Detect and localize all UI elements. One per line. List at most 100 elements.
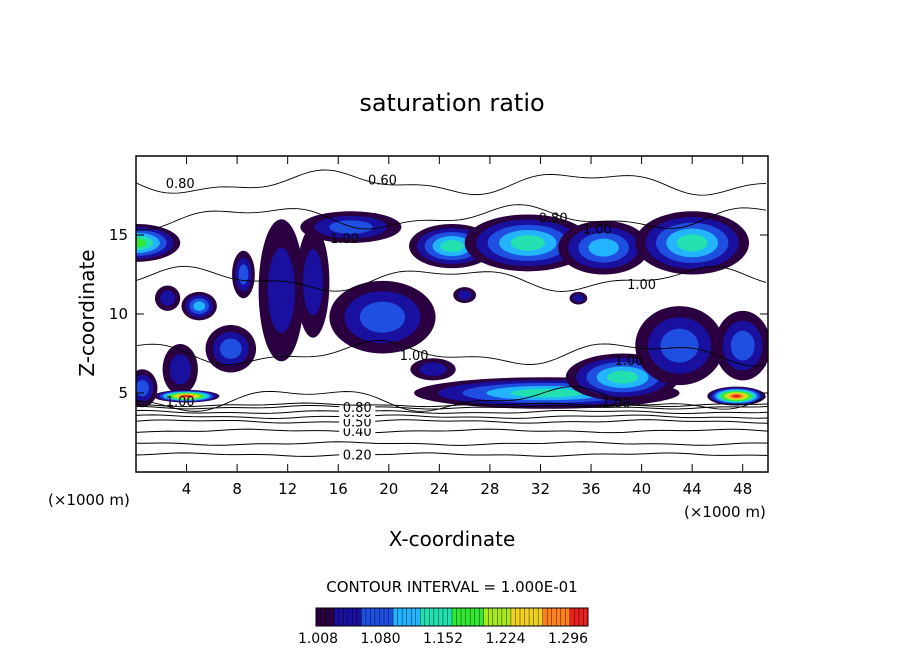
contour-label: 0.60 <box>368 174 397 189</box>
colorbar-swatch <box>551 608 557 626</box>
colorbar-swatch <box>461 608 467 626</box>
region-fill-level <box>510 388 583 398</box>
colorbar-swatch <box>574 608 580 626</box>
x-tick-label: 36 <box>581 480 600 498</box>
region-fill-level <box>169 354 191 385</box>
x-tick-label: 28 <box>480 480 499 498</box>
contour-label: 0.80 <box>343 401 372 416</box>
colorbar-swatch <box>343 608 349 626</box>
colorbar-swatch <box>438 608 444 626</box>
colorbar-frame <box>315 607 589 627</box>
contour-label: 1.00 <box>614 354 643 369</box>
colorbar-swatch <box>506 608 512 626</box>
region-fill-level <box>440 240 464 253</box>
colorbar-swatch <box>384 608 390 626</box>
colorbar-swatch <box>483 608 489 626</box>
colorbar-swatch <box>329 608 335 626</box>
region-fill-level <box>136 238 147 248</box>
x-tick-label: 48 <box>733 480 752 498</box>
y-axis-ticks: 5 10 15 <box>109 226 768 402</box>
colorbar-swatch <box>578 608 584 626</box>
supersaturation-region <box>205 325 257 373</box>
contour-line <box>136 452 768 457</box>
contour-label: 1.00 <box>400 349 429 364</box>
region-fill-level <box>359 301 406 333</box>
colorbar-swatch <box>325 608 331 626</box>
x-tick-label: 16 <box>329 480 348 498</box>
supersaturation-region <box>162 344 198 395</box>
supersaturation-region <box>635 306 724 386</box>
region-fill-level <box>267 247 296 333</box>
contour-label-bg <box>339 399 376 415</box>
contour-label: 0.50 <box>343 415 372 430</box>
contour-label: 1.00 <box>583 223 612 238</box>
supersaturation-region <box>258 219 305 362</box>
region-fill-level <box>573 294 584 302</box>
colorbar-swatch <box>547 608 553 626</box>
chart-title: saturation ratio <box>359 89 544 117</box>
region-fill-level <box>510 235 546 251</box>
colorbar-swatch <box>406 608 412 626</box>
colorbar-swatch <box>474 608 480 626</box>
supersaturation-region <box>714 310 768 381</box>
contour-line <box>136 428 768 434</box>
supersaturation-region <box>153 389 220 403</box>
colorbar-swatch <box>542 608 548 626</box>
colorbar-swatch <box>415 608 421 626</box>
colorbar-swatch <box>429 608 435 626</box>
region-fill-level <box>732 394 741 398</box>
region-fill-level <box>160 290 176 306</box>
colorbar-swatch <box>465 608 471 626</box>
colorbar-tick-label: 1.080 <box>360 631 400 647</box>
region-fill-level <box>181 395 192 398</box>
colorbar-swatch <box>411 608 417 626</box>
supersaturation-region <box>329 280 436 354</box>
supersaturation-region <box>707 386 766 406</box>
contour-label: 0.80 <box>166 177 195 192</box>
plot-area: 0.200.400.500.600.800.800.600.801.001.00… <box>136 169 768 464</box>
contour-label: 1.00 <box>330 232 359 247</box>
colorbar-swatch <box>497 608 503 626</box>
colorbar-swatch <box>356 608 362 626</box>
colorbar-tick-label: 1.296 <box>548 631 588 647</box>
contour-label: 0.40 <box>343 425 372 440</box>
colorbar-swatch <box>515 608 521 626</box>
colorbar-swatch <box>479 608 485 626</box>
region-fill-level <box>588 238 619 257</box>
colorbar-swatch <box>316 608 322 626</box>
colorbar-swatch <box>569 608 575 626</box>
supersaturation-region <box>558 220 650 275</box>
y-tick-label: 5 <box>118 384 128 402</box>
contour-line <box>136 409 768 415</box>
contour-line <box>136 386 767 412</box>
contour-label: 1.00 <box>166 395 195 410</box>
y-unit-label: (×1000 m) <box>48 491 130 509</box>
colorbar-swatch <box>402 608 408 626</box>
contour-line <box>136 169 767 196</box>
colorbar: 1.008 1.080 1.152 1.224 1.296 <box>298 607 589 647</box>
region-fill-level <box>457 290 472 300</box>
contour-label-bg <box>339 446 376 462</box>
contour-label: 0.80 <box>539 212 568 227</box>
x-tick-label: 20 <box>379 480 398 498</box>
y-tick-label: 15 <box>109 226 128 244</box>
colorbar-swatch <box>442 608 448 626</box>
region-fill-level <box>660 328 699 363</box>
colorbar-swatch <box>560 608 566 626</box>
region-fill-level <box>303 249 323 316</box>
colorbar-tick-label: 1.224 <box>485 631 525 647</box>
colorbar-swatch <box>320 608 326 626</box>
x-tick-label: 8 <box>232 480 242 498</box>
contour-line <box>136 419 768 424</box>
colorbar-swatch <box>452 608 458 626</box>
contour-line <box>136 441 768 446</box>
contour-line <box>136 204 767 231</box>
y-tick-label: 10 <box>109 305 128 323</box>
colorbar-swatch <box>424 608 430 626</box>
x-tick-label: 32 <box>531 480 550 498</box>
x-unit-label: (×1000 m) <box>684 503 766 521</box>
colorbar-swatch <box>488 608 494 626</box>
contour-interval-note: CONTOUR INTERVAL = 1.000E-01 <box>326 578 577 596</box>
colorbar-swatch <box>388 608 394 626</box>
y-axis-label: Z-coordinate <box>75 249 99 376</box>
